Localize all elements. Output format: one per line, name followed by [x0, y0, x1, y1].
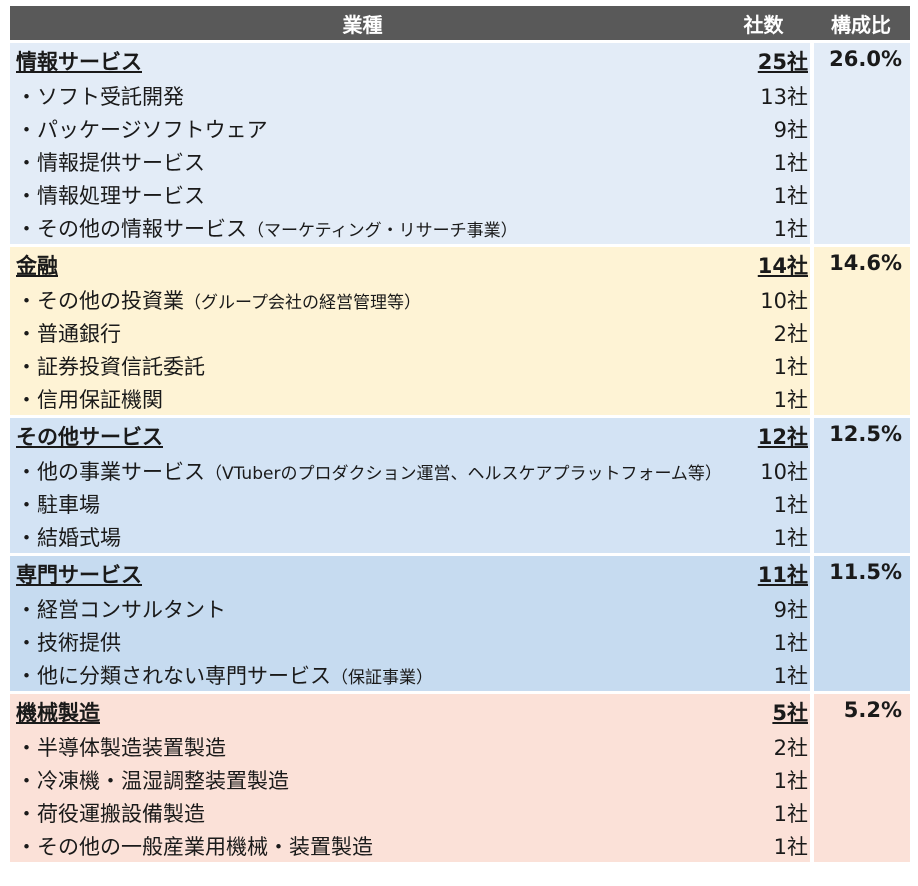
group-info-services: 情報サービス 25社 ・ソフト受託開発 13社 ・パッケージソフトウェア 9社 ・情… — [10, 43, 910, 244]
list-item: ・結婚式場 1社 — [10, 520, 810, 553]
item-name: ・パッケージソフトウェア — [16, 117, 268, 142]
group-professional-services: 専門サービス 11社 ・経営コンサルタント 9社 ・技術提供 1社 ・他に分類されな… — [10, 556, 910, 691]
category-count: 14社 — [757, 254, 808, 278]
item-count: 10社 — [760, 459, 808, 484]
item-name: ・情報提供サービス — [16, 150, 205, 175]
list-item: ・情報提供サービス 1社 — [10, 145, 810, 178]
item-name: ・信用保証機関 — [16, 387, 163, 412]
item-name: ・その他の投資業 — [16, 288, 184, 313]
item-name: ・他の事業サービス — [16, 459, 205, 484]
list-item: ・その他の投資業（グループ会社の経営管理等） 10社 — [10, 283, 810, 316]
group-ratio: 12.5% — [814, 418, 910, 553]
list-item: ・荷役運搬設備製造 1社 — [10, 796, 810, 829]
category-name: 金融 — [16, 254, 58, 278]
item-note: （グループ会社の経営管理等） — [184, 292, 421, 313]
item-count: 1社 — [773, 216, 808, 241]
item-name: ・情報処理サービス — [16, 183, 205, 208]
table-header: 業種 社数 構成比 — [10, 6, 910, 40]
industry-table: 業種 社数 構成比 情報サービス 25社 ・ソフト受託開発 13社 ・パッケージソ… — [10, 6, 910, 862]
item-note: （保証事業） — [331, 667, 433, 688]
item-count: 1社 — [773, 387, 808, 412]
item-note: （VTuberのプロダクション運営、ヘルスケアプラットフォーム等） — [205, 463, 722, 484]
list-item: ・証券投資信託委託 1社 — [10, 349, 810, 382]
list-item: ・技術提供 1社 — [10, 625, 810, 658]
list-item: ・その他の一般産業用機械・装置製造 1社 — [10, 829, 810, 862]
list-item: ・半導体製造装置製造 2社 — [10, 730, 810, 763]
header-ratio: 構成比 — [831, 12, 891, 37]
category-name: 専門サービス — [16, 563, 142, 587]
item-name: ・荷役運搬設備製造 — [16, 801, 205, 826]
list-item: ・普通銀行 2社 — [10, 316, 810, 349]
item-count: 10社 — [760, 288, 808, 313]
category-name: 機械製造 — [16, 701, 100, 725]
item-name: ・冷凍機・温湿調整装置製造 — [16, 768, 289, 793]
list-item: ・信用保証機関 1社 — [10, 382, 810, 415]
category-count: 5社 — [772, 701, 808, 725]
list-item: ・情報処理サービス 1社 — [10, 178, 810, 211]
category-count: 11社 — [757, 563, 808, 587]
item-count: 1社 — [773, 354, 808, 379]
item-name: ・経営コンサルタント — [16, 597, 226, 622]
item-count: 1社 — [773, 183, 808, 208]
category-row: その他サービス 12社 — [10, 418, 810, 454]
item-name: ・技術提供 — [16, 630, 121, 655]
item-name: ・証券投資信託委託 — [16, 354, 205, 379]
header-companies: 社数 — [743, 12, 784, 37]
list-item: ・ソフト受託開発 13社 — [10, 79, 810, 112]
group-other-services: その他サービス 12社 ・他の事業サービス（VTuberのプロダクション運営、ヘ… — [10, 418, 910, 553]
item-name: ・駐車場 — [16, 492, 100, 517]
category-row: 専門サービス 11社 — [10, 556, 810, 592]
item-name: ・その他の情報サービス — [16, 216, 247, 241]
item-count: 13社 — [760, 84, 808, 109]
group-machinery: 機械製造 5社 ・半導体製造装置製造 2社 ・冷凍機・温湿調整装置製造 1社 ・荷役… — [10, 694, 910, 862]
list-item: ・駐車場 1社 — [10, 487, 810, 520]
item-count: 1社 — [773, 492, 808, 517]
item-count: 1社 — [773, 525, 808, 550]
item-count: 2社 — [773, 735, 808, 760]
group-finance: 金融 14社 ・その他の投資業（グループ会社の経営管理等） 10社 ・普通銀行 2社… — [10, 247, 910, 415]
group-ratio: 11.5% — [814, 556, 910, 691]
item-count: 1社 — [773, 834, 808, 859]
list-item: ・パッケージソフトウェア 9社 — [10, 112, 810, 145]
list-item: ・他の事業サービス（VTuberのプロダクション運営、ヘルスケアプラットフォーム… — [10, 454, 810, 487]
group-ratio: 26.0% — [814, 43, 910, 244]
item-name: ・半導体製造装置製造 — [16, 735, 226, 760]
list-item: ・その他の情報サービス（マーケティング・リサーチ事業） 1社 — [10, 211, 810, 244]
group-ratio: 14.6% — [814, 247, 910, 415]
item-count: 2社 — [773, 321, 808, 346]
category-row: 情報サービス 25社 — [10, 43, 810, 79]
category-count: 12社 — [757, 425, 808, 449]
category-row: 機械製造 5社 — [10, 694, 810, 730]
item-name: ・普通銀行 — [16, 321, 121, 346]
item-count: 1社 — [773, 630, 808, 655]
list-item: ・冷凍機・温湿調整装置製造 1社 — [10, 763, 810, 796]
item-count: 1社 — [773, 663, 808, 688]
category-row: 金融 14社 — [10, 247, 810, 283]
category-count: 25社 — [757, 50, 808, 74]
category-name: 情報サービス — [16, 50, 142, 74]
category-name: その他サービス — [16, 425, 163, 449]
item-count: 9社 — [773, 117, 808, 142]
item-name: ・他に分類されない専門サービス — [16, 663, 331, 688]
item-note: （マーケティング・リサーチ事業） — [247, 220, 518, 241]
list-item: ・経営コンサルタント 9社 — [10, 592, 810, 625]
item-name: ・結婚式場 — [16, 525, 121, 550]
item-count: 9社 — [773, 597, 808, 622]
item-count: 1社 — [773, 150, 808, 175]
item-name: ・その他の一般産業用機械・装置製造 — [16, 834, 373, 859]
item-count: 1社 — [773, 768, 808, 793]
item-count: 1社 — [773, 801, 808, 826]
item-name: ・ソフト受託開発 — [16, 84, 184, 109]
list-item: ・他に分類されない専門サービス（保証事業） 1社 — [10, 658, 810, 691]
group-ratio: 5.2% — [814, 694, 910, 862]
header-industry: 業種 — [342, 12, 383, 37]
